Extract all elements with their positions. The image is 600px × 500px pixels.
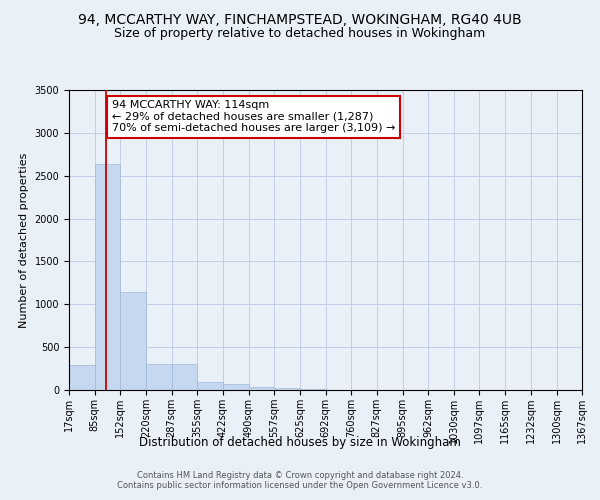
Bar bbox=[249, 387, 274, 390]
Text: Contains public sector information licensed under the Open Government Licence v3: Contains public sector information licen… bbox=[118, 480, 482, 490]
Bar bbox=[120, 292, 146, 390]
Bar bbox=[197, 382, 223, 390]
Bar bbox=[146, 364, 172, 390]
Text: 94 MCCARTHY WAY: 114sqm
← 29% of detached houses are smaller (1,287)
70% of semi: 94 MCCARTHY WAY: 114sqm ← 29% of detache… bbox=[112, 100, 395, 134]
Text: 94, MCCARTHY WAY, FINCHAMPSTEAD, WOKINGHAM, RG40 4UB: 94, MCCARTHY WAY, FINCHAMPSTEAD, WOKINGH… bbox=[78, 12, 522, 26]
Bar bbox=[223, 384, 249, 390]
Bar bbox=[69, 365, 95, 390]
Bar bbox=[274, 388, 300, 390]
Text: Size of property relative to detached houses in Wokingham: Size of property relative to detached ho… bbox=[115, 28, 485, 40]
Bar bbox=[300, 389, 325, 390]
Y-axis label: Number of detached properties: Number of detached properties bbox=[19, 152, 29, 328]
Bar bbox=[172, 364, 197, 390]
Text: Contains HM Land Registry data © Crown copyright and database right 2024.: Contains HM Land Registry data © Crown c… bbox=[137, 470, 463, 480]
Bar bbox=[95, 164, 121, 390]
Text: Distribution of detached houses by size in Wokingham: Distribution of detached houses by size … bbox=[139, 436, 461, 449]
